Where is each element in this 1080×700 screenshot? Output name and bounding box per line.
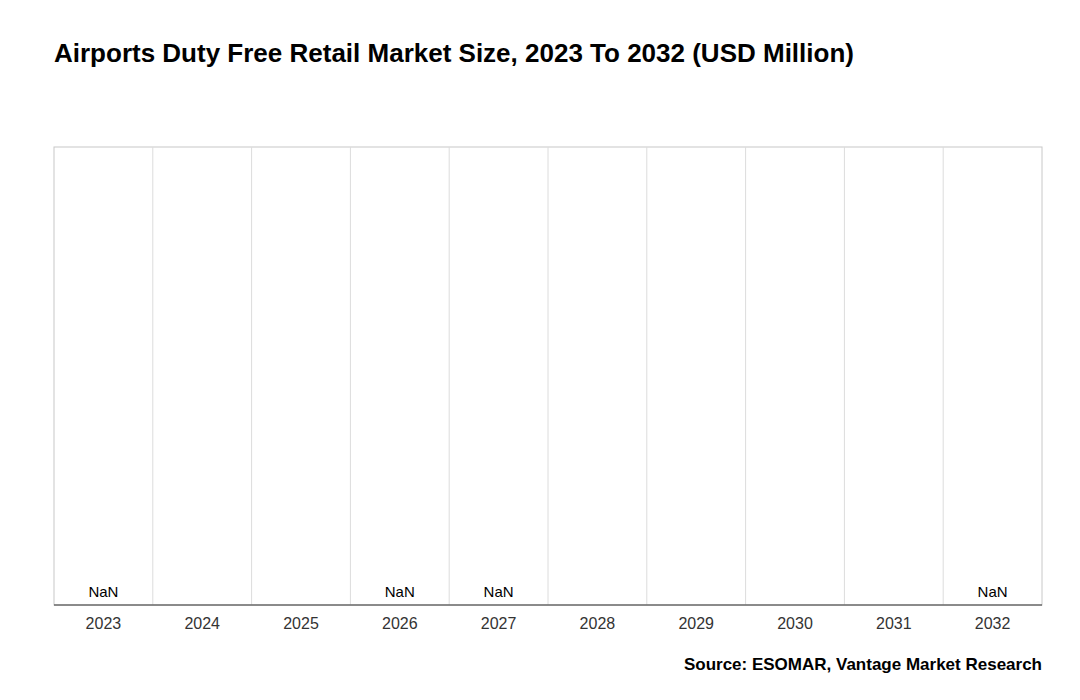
x-tick-label: 2032	[975, 615, 1011, 632]
grid-line	[943, 147, 944, 605]
x-tick-label: 2025	[283, 615, 319, 632]
grid-line	[745, 147, 746, 605]
title: Airports Duty Free Retail Market Size, 2…	[54, 38, 854, 68]
x-tick-label: 2027	[481, 615, 517, 632]
grid-line	[646, 147, 647, 605]
data-labels: NaN NaN NaN NaN	[88, 583, 1007, 600]
x-tick-label: 2031	[876, 615, 912, 632]
x-axis-line	[54, 604, 1042, 605]
x-tick-label: 2023	[86, 615, 122, 632]
x-tick-label: 2026	[382, 615, 418, 632]
chart-svg: NaN NaN NaN NaN 2023 2024 2025 2026 2027 2028 2029…	[0, 0, 1080, 700]
x-tick-label: 2024	[184, 615, 220, 632]
plot-frame	[54, 147, 1042, 605]
x-tick-label: 2030	[777, 615, 813, 632]
annotation: Source: ESOMAR, Vantage Market Research	[684, 655, 1042, 674]
grid-line	[449, 147, 450, 605]
data-label: NaN	[385, 583, 415, 600]
grid	[153, 147, 943, 605]
x-tick-label: 2029	[678, 615, 714, 632]
x-ticks: 2023 2024 2025 2026 2027 2028 2029 2030 2031 2032	[86, 615, 1011, 632]
grid-line	[548, 147, 549, 605]
grid-line	[152, 147, 153, 605]
grid-line	[350, 147, 351, 605]
data-label: NaN	[88, 583, 118, 600]
chart-container: NaN NaN NaN NaN 2023 2024 2025 2026 2027 2028 2029…	[0, 0, 1080, 700]
data-label: NaN	[978, 583, 1008, 600]
data-label: NaN	[484, 583, 514, 600]
grid-line	[251, 147, 252, 605]
x-tick-label: 2028	[580, 615, 616, 632]
grid-line	[844, 147, 845, 605]
